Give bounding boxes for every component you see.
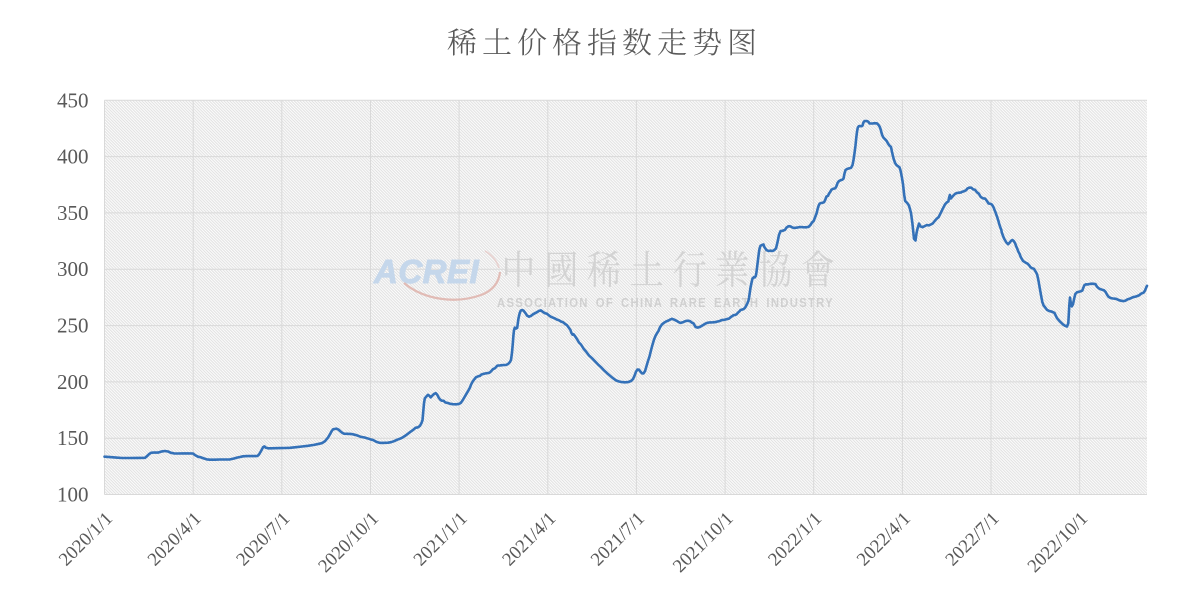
svg-text:100: 100 bbox=[57, 483, 89, 507]
svg-text:2022/10/1: 2022/10/1 bbox=[1024, 508, 1093, 577]
svg-text:2020/7/1: 2020/7/1 bbox=[232, 508, 294, 570]
svg-text:2020/4/1: 2020/4/1 bbox=[144, 508, 206, 570]
svg-text:2021/4/1: 2021/4/1 bbox=[498, 508, 560, 570]
svg-text:ASSOCIATION OF CHINA RARE EART: ASSOCIATION OF CHINA RARE EARTH INDUSTRY bbox=[497, 295, 834, 310]
svg-text:2022/1/1: 2022/1/1 bbox=[764, 508, 826, 570]
svg-text:350: 350 bbox=[57, 201, 89, 225]
svg-text:150: 150 bbox=[57, 426, 89, 450]
svg-text:250: 250 bbox=[57, 314, 89, 338]
svg-text:2020/10/1: 2020/10/1 bbox=[314, 508, 383, 577]
svg-text:2021/10/1: 2021/10/1 bbox=[669, 508, 738, 577]
svg-text:2022/7/1: 2022/7/1 bbox=[941, 508, 1003, 570]
svg-text:ACREI: ACREI bbox=[373, 253, 480, 290]
svg-text:400: 400 bbox=[57, 145, 89, 169]
svg-text:300: 300 bbox=[57, 257, 89, 281]
svg-text:450: 450 bbox=[57, 88, 89, 112]
svg-text:2021/1/1: 2021/1/1 bbox=[410, 508, 472, 570]
svg-text:200: 200 bbox=[57, 370, 89, 394]
svg-text:2021/7/1: 2021/7/1 bbox=[587, 508, 649, 570]
svg-text:2020/1/1: 2020/1/1 bbox=[55, 508, 117, 570]
svg-text:2022/4/1: 2022/4/1 bbox=[853, 508, 915, 570]
